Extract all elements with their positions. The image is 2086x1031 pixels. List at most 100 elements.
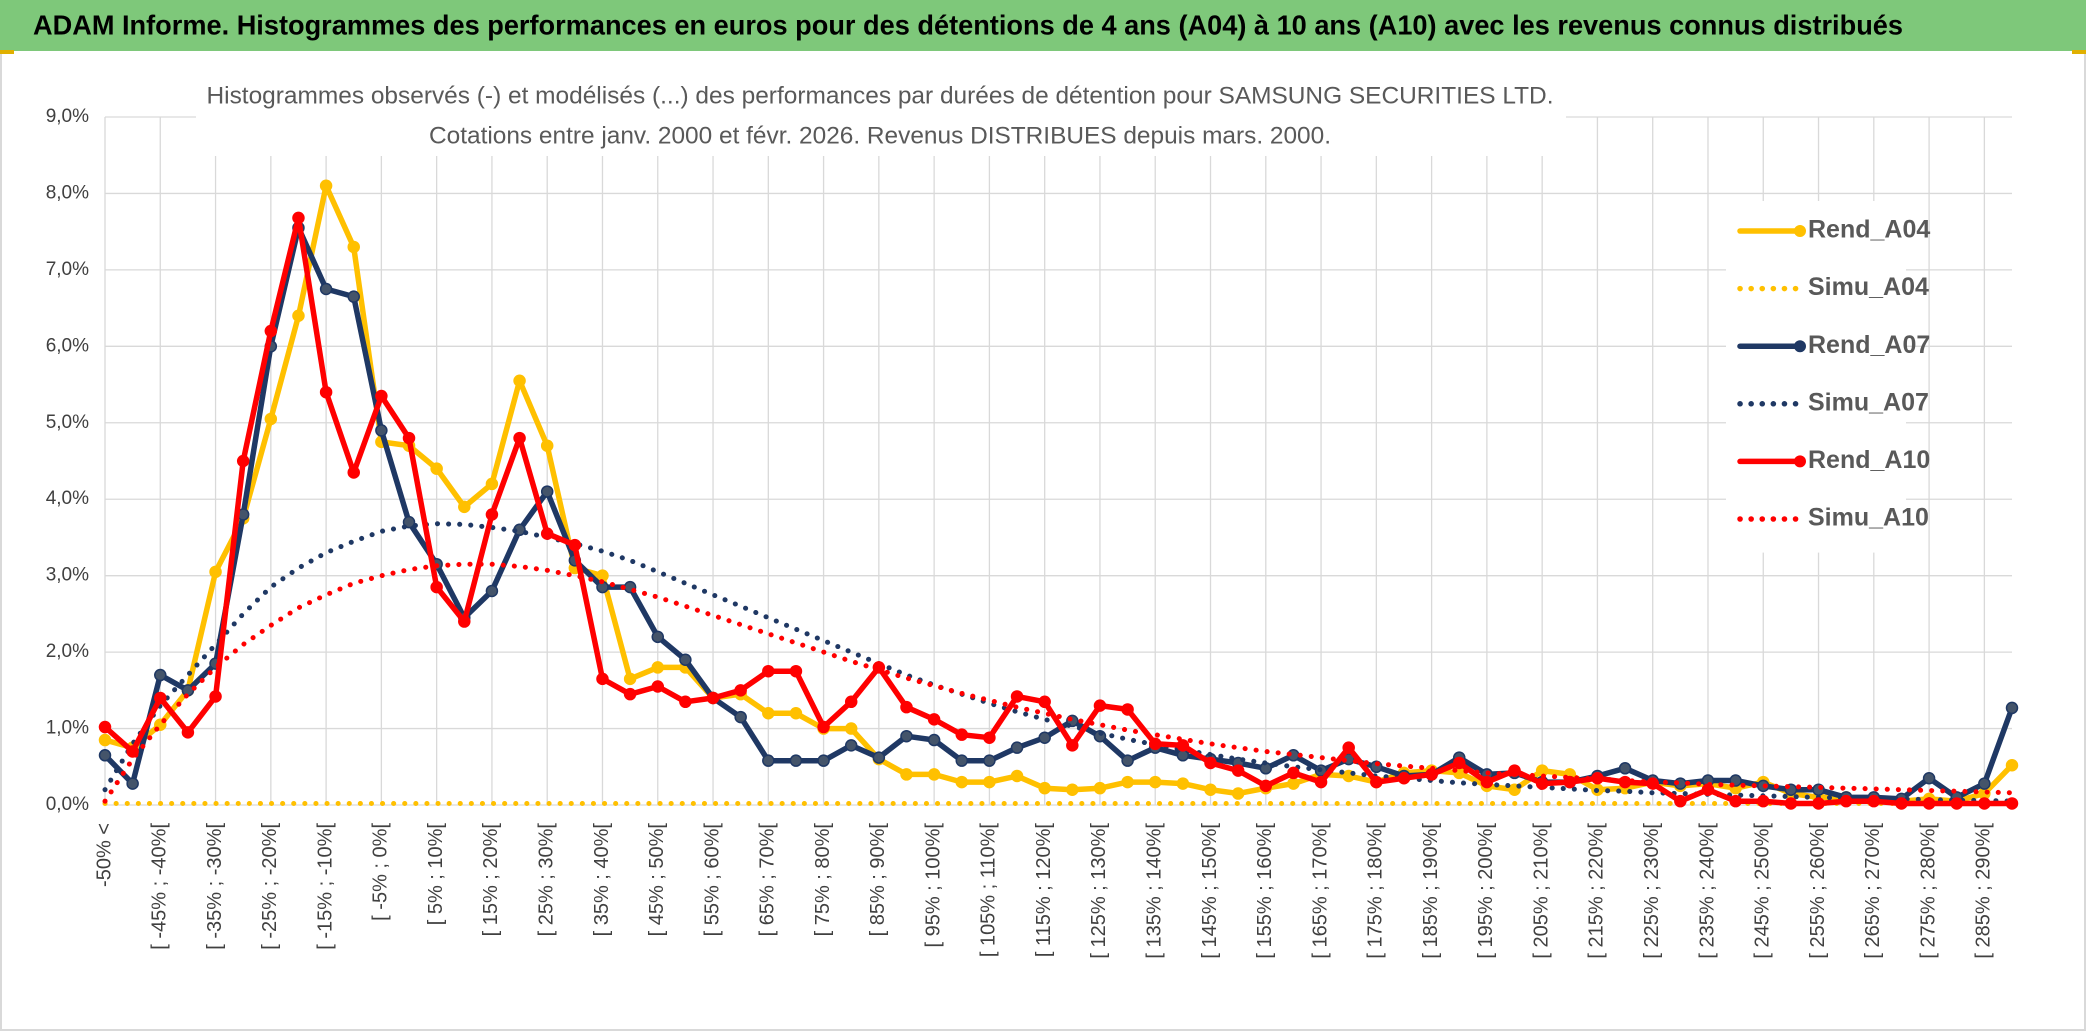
marker [154, 668, 167, 682]
marker [927, 768, 941, 781]
x-tick-label: [ 85% ; 90%[ [867, 823, 889, 937]
marker [734, 684, 747, 697]
marker [1618, 762, 1632, 775]
x-tick-label: [ 45% ; 50%[ [646, 823, 668, 937]
x-tick-label: [ 125% ; 130%[ [1088, 823, 1110, 959]
x-tick-label: [ 75% ; 80%[ [812, 823, 834, 937]
marker [292, 309, 305, 323]
marker [1950, 797, 1963, 810]
marker [1867, 794, 1881, 808]
marker [1148, 737, 1162, 751]
marker [126, 777, 139, 790]
marker [347, 240, 360, 254]
y-tick-label: 0,0% [46, 794, 89, 815]
legend-label: Rend_A07 [1808, 331, 1930, 359]
marker [900, 700, 913, 714]
x-tick-label: [ -25% ; -20%[ [259, 823, 281, 950]
chart-title: ADAM Informe. Histogrammes des performan… [33, 9, 1903, 40]
marker [1839, 794, 1853, 808]
marker [485, 477, 499, 491]
marker [1010, 741, 1024, 754]
y-tick-label: 7,0% [46, 259, 89, 280]
x-tick-label: [ 35% ; 40%[ [591, 823, 613, 937]
marker [540, 439, 554, 452]
marker [734, 710, 747, 724]
x-tick-label: [ -45% ; -40%[ [149, 823, 171, 950]
marker [485, 584, 499, 598]
marker [375, 424, 388, 437]
marker [319, 282, 333, 296]
marker [98, 749, 112, 762]
marker [430, 580, 443, 594]
marker [347, 466, 360, 479]
marker [98, 720, 112, 734]
marker [762, 664, 775, 678]
y-tick-label: 2,0% [46, 641, 89, 662]
x-tick-label: [ 235% ; 240%[ [1696, 823, 1718, 959]
x-tick-label: [ 285% ; 290%[ [1973, 823, 1995, 959]
marker [540, 527, 554, 540]
marker [1038, 731, 1051, 744]
legend-label: Rend_A04 [1808, 216, 1930, 244]
marker [1176, 777, 1190, 790]
marker [900, 768, 913, 781]
legend-marker [1794, 225, 1806, 237]
y-tick-label: 6,0% [46, 335, 89, 356]
plot-area: -50% < [ -45% ; -40%[ [ -35% ; -30%[ [ -25%… [46, 106, 2019, 959]
marker [1121, 754, 1134, 767]
marker [2005, 758, 2019, 772]
x-tick-label: [ 275% ; 280%[ [1917, 823, 1939, 959]
marker [402, 431, 416, 445]
marker [1066, 739, 1079, 752]
marker [1342, 741, 1355, 754]
x-tick-label: -50% < [93, 823, 115, 887]
subtitle-background [196, 78, 1566, 156]
marker [844, 695, 858, 709]
marker [319, 179, 333, 193]
marker [1010, 690, 1024, 703]
marker [2005, 797, 2019, 810]
y-tick-label: 4,0% [46, 488, 89, 509]
marker [402, 515, 416, 529]
x-tick-label: [ -35% ; -30%[ [204, 823, 226, 950]
x-tick-label: [ 255% ; 260%[ [1807, 823, 1829, 959]
marker [1259, 779, 1273, 793]
marker [789, 707, 803, 720]
marker [762, 754, 775, 767]
y-tick-label: 1,0% [46, 718, 89, 739]
legend-label: Simu_A10 [1808, 504, 1929, 532]
legend-label: Simu_A07 [1808, 388, 1929, 416]
marker [1397, 771, 1411, 785]
observed-line [102, 215, 2015, 807]
marker [1757, 794, 1770, 808]
marker [844, 722, 858, 735]
marker [762, 707, 775, 720]
legend-label: Rend_A10 [1808, 446, 1930, 474]
marker [568, 538, 582, 552]
marker [98, 733, 112, 747]
marker [1038, 781, 1051, 795]
x-tick-label: [ 15% ; 20%[ [480, 823, 502, 937]
marker [1287, 766, 1300, 780]
subtitle: Histogrammes observés (-) et modélisés (… [207, 82, 1554, 109]
legend-background [1726, 201, 1906, 553]
marker [596, 672, 609, 686]
y-tick-label: 9,0% [46, 106, 89, 127]
x-tick-label: [ 265% ; 270%[ [1862, 823, 1884, 959]
marker [651, 630, 665, 644]
marker [264, 324, 278, 338]
y-tick-label: 8,0% [46, 182, 89, 203]
overlay: Histogrammes observés (-) et modélisés (… [196, 78, 1930, 553]
marker [347, 290, 360, 303]
x-tick-label: [ 155% ; 160%[ [1254, 823, 1276, 959]
marker [1812, 797, 1825, 810]
x-tick-label: [ 25% ; 30%[ [535, 823, 557, 937]
marker [1204, 783, 1217, 796]
x-tick-label: [ 65% ; 70%[ [757, 823, 779, 937]
x-tick-label: [ -5% ; 0%[ [370, 823, 392, 921]
marker [983, 731, 996, 744]
legend-marker [1794, 455, 1806, 468]
marker [1480, 775, 1494, 789]
marker [458, 500, 471, 514]
